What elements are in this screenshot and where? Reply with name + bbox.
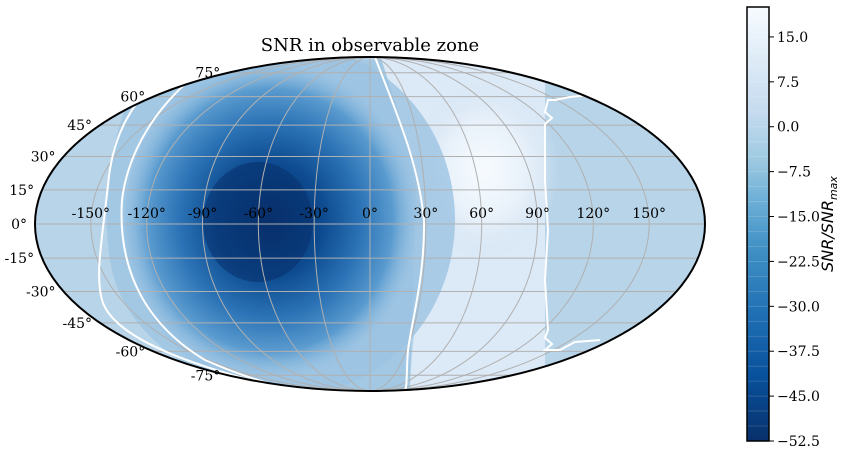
latitude-tick-labels: 75° 60° 45° 30° 15° 0° -15° -30° -45° -60° -75° (5, 66, 221, 385)
latitude-tick-label: -45° (62, 316, 92, 332)
longitude-tick-label: -150° (72, 206, 110, 222)
longitude-tick-label: 90° (525, 206, 550, 222)
colorbar: 15.0 7.5 0.0 −7.5 −15.0 −22.5 −30.0 −37.5 −45.0 −… (746, 6, 840, 450)
latitude-tick-label: -75° (191, 368, 221, 384)
latitude-tick-label: 30° (31, 150, 56, 166)
colorbar-tick-label: −7.5 (777, 165, 811, 181)
chart-title: SNR in observable zone (261, 35, 479, 56)
contours (98, 57, 601, 391)
longitude-tick-label: 60° (469, 206, 494, 222)
colorbar-bands (747, 21, 769, 442)
latitude-tick-label: 60° (120, 90, 145, 106)
longitude-tick-label: 0° (362, 206, 378, 222)
longitude-tick-label: 150° (632, 206, 666, 222)
longitude-tick-label: -90° (188, 206, 218, 222)
colorbar-gradient (747, 7, 769, 441)
colorbar-tick-label: −45.0 (777, 389, 820, 405)
colorbar-tick-label: −15.0 (777, 210, 820, 226)
inner-contour (120, 57, 311, 391)
graticule (35, 57, 705, 391)
outer-contour (98, 69, 301, 391)
longitude-tick-label: -120° (127, 206, 165, 222)
latitude-tick-label: -15° (5, 251, 35, 267)
east-boundary (542, 94, 601, 351)
longitude-tick-label: 120° (576, 206, 610, 222)
colorbar-label: SNR/SNRmax (818, 176, 840, 272)
latitude-tick-label: 0° (11, 217, 27, 233)
map-frame (34, 56, 706, 392)
colorbar-tick-label: −22.5 (777, 254, 820, 270)
latitude-tick-label: 75° (195, 66, 220, 82)
colorbar-tick-label: 7.5 (777, 75, 799, 91)
latitude-tick-label: 15° (9, 183, 34, 199)
colorbar-tick-label: −37.5 (777, 344, 820, 360)
latitude-tick-label: 45° (67, 118, 92, 134)
zero-contour (374, 57, 426, 391)
latitude-tick-label: -60° (116, 344, 146, 360)
longitude-tick-labels: -150° -120° -90° -60° -30° 0° 30° 60° 90° 120° 150… (72, 206, 666, 222)
longitude-tick-label: 30° (413, 206, 438, 222)
longitude-tick-label: -30° (299, 206, 329, 222)
colorbar-ticks: 15.0 7.5 0.0 −7.5 −15.0 −22.5 −30.0 −37.5 −45.0 −… (769, 30, 820, 450)
colorbar-tick-label: −52.5 (777, 434, 820, 450)
longitude-tick-label: -60° (244, 206, 274, 222)
latitude-tick-label: -30° (26, 284, 56, 300)
colorbar-tick-label: 0.0 (777, 120, 799, 136)
colorbar-frame (746, 6, 770, 442)
colorbar-tick-label: −30.0 (777, 299, 820, 315)
colorbar-tick-label: 15.0 (777, 30, 808, 46)
